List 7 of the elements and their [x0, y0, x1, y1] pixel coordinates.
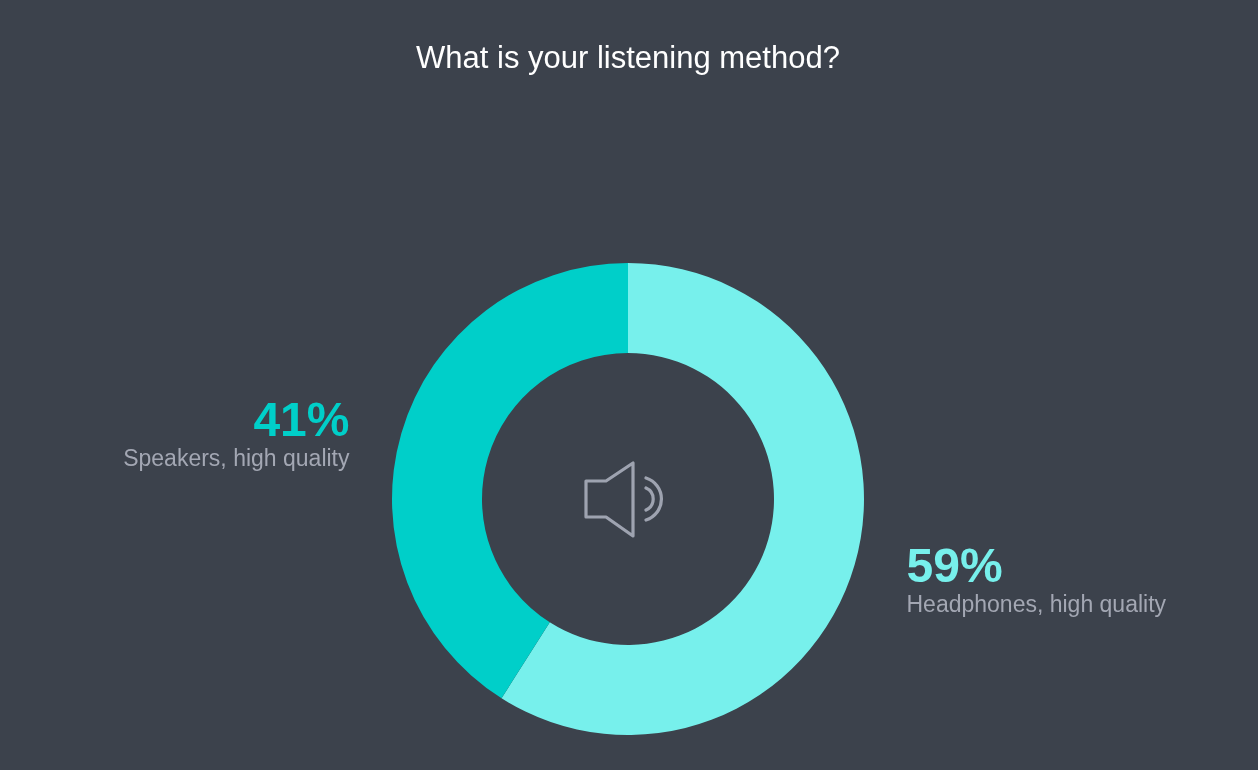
data-label: 41% [253, 393, 350, 447]
chart-title: What is your listening method? [416, 40, 840, 75]
donut-slice [392, 263, 628, 699]
slice-label: Headphones, high quality [906, 590, 1167, 617]
donut-slice [501, 263, 864, 735]
slice-label: Speakers, high quality [123, 445, 351, 472]
data-label: 59% [906, 538, 1003, 592]
